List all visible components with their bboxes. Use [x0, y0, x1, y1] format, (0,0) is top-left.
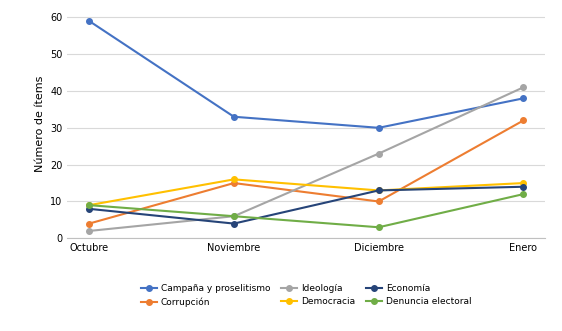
Line: Democracia: Democracia: [87, 177, 526, 208]
Campaña y proselitismo: [375, 126, 382, 130]
Economía: [86, 207, 93, 211]
Corrupción: [520, 118, 527, 122]
Denuncia electoral: [230, 214, 237, 218]
Line: Campaña y proselitismo: Campaña y proselitismo: [87, 18, 526, 131]
Economía: [375, 188, 382, 192]
Corrupción: [230, 181, 237, 185]
Democracia: [230, 177, 237, 181]
Ideología: [375, 152, 382, 156]
Line: Corrupción: Corrupción: [87, 118, 526, 226]
Corrupción: [375, 200, 382, 204]
Democracia: [86, 203, 93, 207]
Denuncia electoral: [375, 225, 382, 229]
Ideología: [230, 214, 237, 218]
Campaña y proselitismo: [520, 96, 527, 100]
Line: Economía: Economía: [87, 184, 526, 226]
Campaña y proselitismo: [230, 115, 237, 119]
Line: Denuncia electoral: Denuncia electoral: [87, 191, 526, 230]
Ideología: [520, 85, 527, 89]
Line: Ideología: Ideología: [87, 84, 526, 234]
Democracia: [520, 181, 527, 185]
Ideología: [86, 229, 93, 233]
Economía: [520, 185, 527, 189]
Economía: [230, 221, 237, 225]
Corrupción: [86, 221, 93, 225]
Campaña y proselitismo: [86, 19, 93, 23]
Democracia: [375, 188, 382, 192]
Denuncia electoral: [520, 192, 527, 196]
Legend: Campaña y proselitismo, Corrupción, Ideología, Democracia, Economía, Denuncia el: Campaña y proselitismo, Corrupción, Ideo…: [141, 284, 472, 307]
Y-axis label: Número de ítems: Número de ítems: [35, 76, 44, 172]
Denuncia electoral: [86, 203, 93, 207]
